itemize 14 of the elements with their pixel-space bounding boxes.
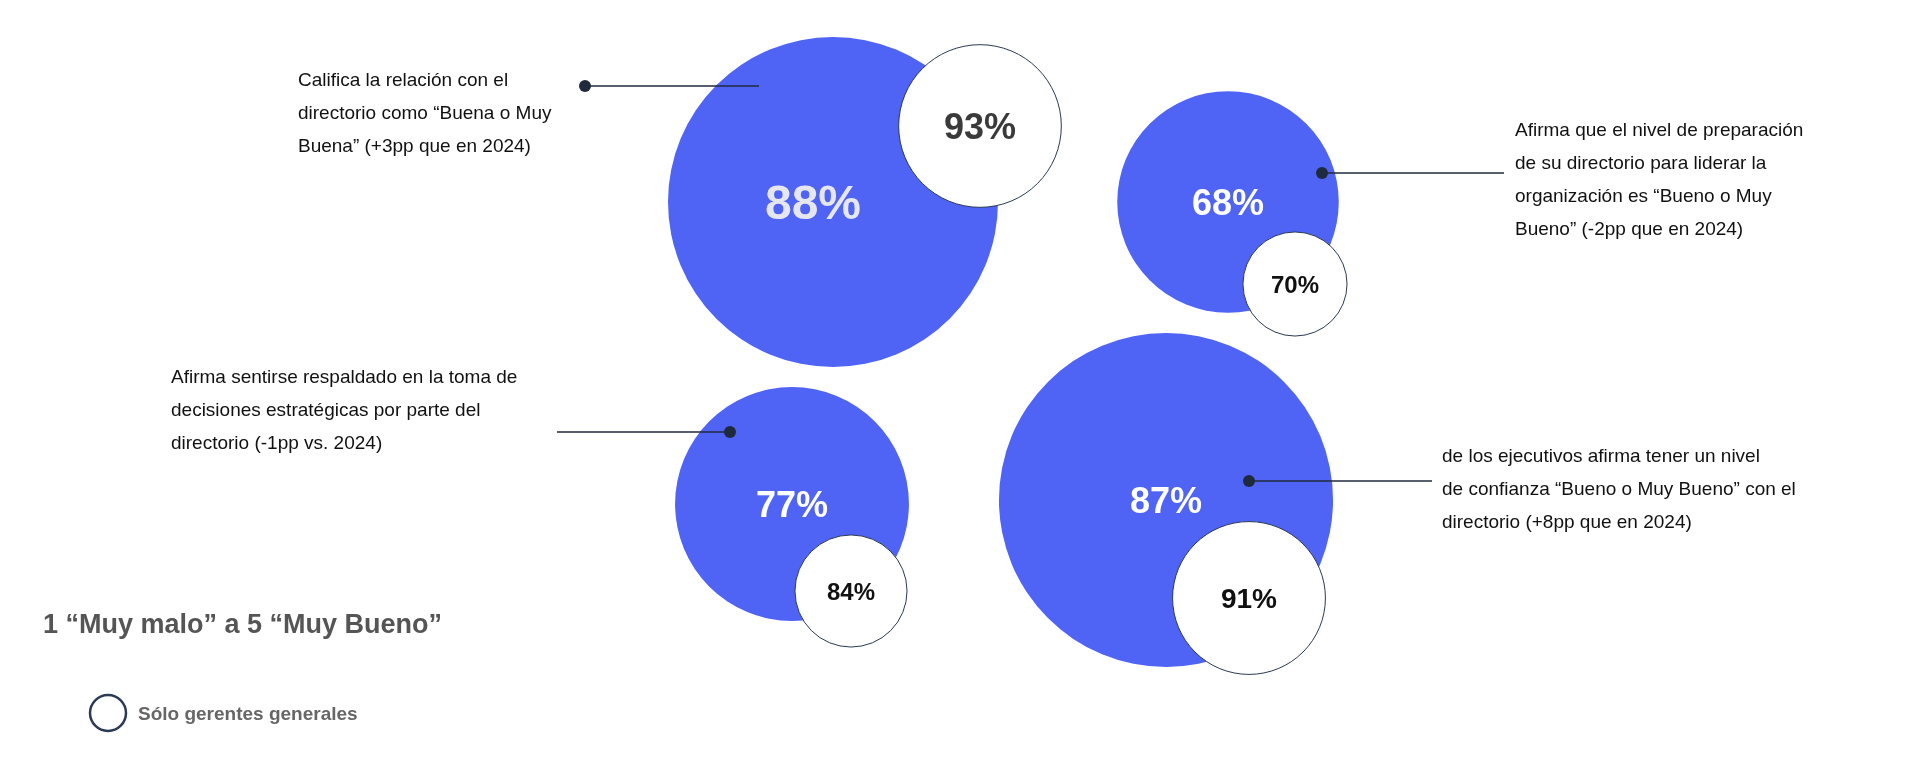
- data-label: 93%: [943, 105, 1017, 147]
- category-label: Afirma sentirse respaldado en la toma de decisiones estratégicas por parte del directorio (-1pp vs. 2024): [171, 366, 518, 453]
- category-label: de los ejecutivos afirma tener un nivel de confianza “Bueno o Muy Bueno” con el directorio (+8pp que en 2024): [1442, 445, 1796, 532]
- data-label: 84%: [826, 577, 876, 605]
- data-label: 68%: [1191, 181, 1265, 223]
- data-label: 91%: [1220, 582, 1278, 614]
- category-label: Califica la relación con el directorio como “Buena o Muy Buena” (+3pp que en 2024): [298, 69, 552, 156]
- data-label: 88%: [764, 175, 862, 229]
- legend-label: Sólo gerentes generales: [138, 702, 358, 724]
- text: 1 “Muy malo” a 5 “Muy Bueno”: [43, 609, 443, 639]
- category-label: Afirma que el nivel de preparación de su directorio para liderar la organización es “Bueno o Muy Bueno” (-2pp que en 2024): [1515, 119, 1804, 239]
- data-label: 87%: [1129, 479, 1203, 521]
- data-label: 77%: [755, 483, 829, 525]
- data-label: 70%: [1270, 270, 1320, 298]
